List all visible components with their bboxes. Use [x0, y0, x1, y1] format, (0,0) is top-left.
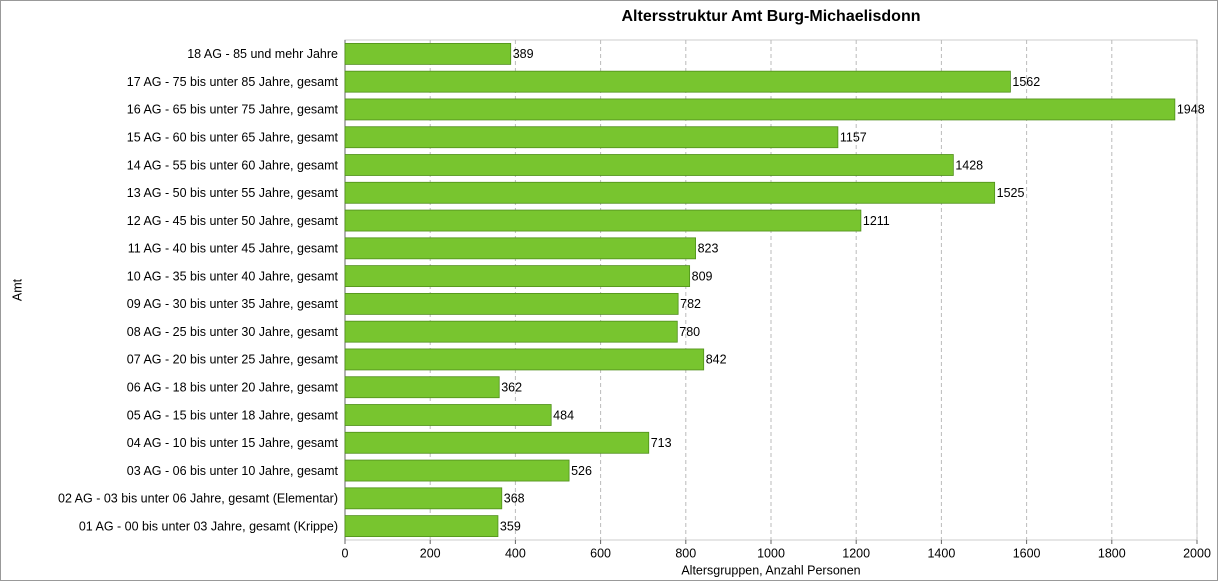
value-label: 1428 [955, 158, 983, 172]
value-label: 1525 [997, 186, 1025, 200]
bar [344, 320, 678, 343]
y-tick-label: 05 AG - 15 bis unter 18 Jahre, gesamt [127, 408, 339, 422]
x-tick-label: 200 [420, 546, 441, 560]
value-label: 526 [571, 464, 592, 478]
bar [344, 181, 996, 204]
y-tick-label: 08 AG - 25 bis unter 30 Jahre, gesamt [127, 325, 339, 339]
bar [344, 126, 839, 149]
bar [344, 98, 1176, 121]
y-tick-label: 13 AG - 50 bis unter 55 Jahre, gesamt [127, 186, 339, 200]
bar [344, 237, 696, 260]
value-label: 713 [651, 436, 672, 450]
y-tick-label: 10 AG - 35 bis unter 40 Jahre, gesamt [127, 269, 339, 283]
x-tick-label: 400 [505, 546, 526, 560]
x-tick-label: 1600 [1013, 546, 1041, 560]
bar [344, 209, 862, 232]
value-label: 1948 [1177, 103, 1205, 117]
value-label: 780 [679, 325, 700, 339]
y-tick-label: 02 AG - 03 bis unter 06 Jahre, gesamt (E… [58, 492, 338, 506]
x-tick-label: 2000 [1183, 546, 1211, 560]
y-tick-label: 06 AG - 18 bis unter 20 Jahre, gesamt [127, 381, 339, 395]
x-tick-label: 1400 [927, 546, 955, 560]
x-tick-label: 1200 [842, 546, 870, 560]
y-tick-label: 01 AG - 00 bis unter 03 Jahre, gesamt (K… [79, 519, 338, 533]
bar [344, 292, 679, 315]
bar [344, 42, 512, 65]
x-tick-label: 0 [342, 546, 349, 560]
value-label: 809 [692, 269, 713, 283]
y-tick-label: 12 AG - 45 bis unter 50 Jahre, gesamt [127, 214, 339, 228]
bar [344, 70, 1011, 93]
value-label: 782 [680, 297, 701, 311]
value-label: 389 [513, 47, 534, 61]
bar [344, 515, 499, 538]
y-tick-label: 14 AG - 55 bis unter 60 Jahre, gesamt [127, 158, 339, 172]
bar [344, 487, 503, 510]
y-tick-label: 04 AG - 10 bis unter 15 Jahre, gesamt [127, 436, 339, 450]
value-label: 823 [698, 242, 719, 256]
value-label: 842 [706, 353, 727, 367]
y-tick-label: 16 AG - 65 bis unter 75 Jahre, gesamt [127, 103, 339, 117]
value-label: 1211 [863, 214, 890, 228]
bar [344, 431, 650, 454]
bar [344, 404, 552, 426]
y-tick-label: 09 AG - 30 bis unter 35 Jahre, gesamt [127, 297, 339, 311]
chart-title: Altersstruktur Amt Burg-Michaelisdonn [622, 8, 921, 25]
bar [344, 376, 500, 399]
x-tick-label: 1000 [757, 546, 785, 560]
y-tick-label: 07 AG - 20 bis unter 25 Jahre, gesamt [127, 353, 339, 367]
bar [344, 265, 691, 288]
y-tick-label: 03 AG - 06 bis unter 10 Jahre, gesamt [127, 464, 339, 478]
y-axis-label: Amt [10, 278, 24, 301]
x-tick-label: 800 [675, 546, 696, 560]
x-tick-label: 1800 [1098, 546, 1126, 560]
value-label: 484 [553, 408, 574, 422]
bar [344, 348, 705, 371]
value-label: 359 [500, 519, 521, 533]
value-label: 1157 [840, 131, 867, 145]
value-label: 368 [504, 492, 525, 506]
y-tick-label: 18 AG - 85 und mehr Jahre [187, 47, 338, 61]
x-tick-label: 600 [590, 546, 611, 560]
y-tick-label: 11 AG - 40 bis unter 45 Jahre, gesamt [128, 242, 339, 256]
bar [344, 154, 954, 176]
bar [344, 459, 570, 482]
value-label: 362 [501, 381, 522, 395]
value-label: 1562 [1012, 75, 1040, 89]
y-tick-label: 15 AG - 60 bis unter 65 Jahre, gesamt [127, 131, 339, 145]
x-axis-label: Altersgruppen, Anzahl Personen [681, 563, 860, 577]
y-tick-label: 17 AG - 75 bis unter 85 Jahre, gesamt [127, 75, 339, 89]
